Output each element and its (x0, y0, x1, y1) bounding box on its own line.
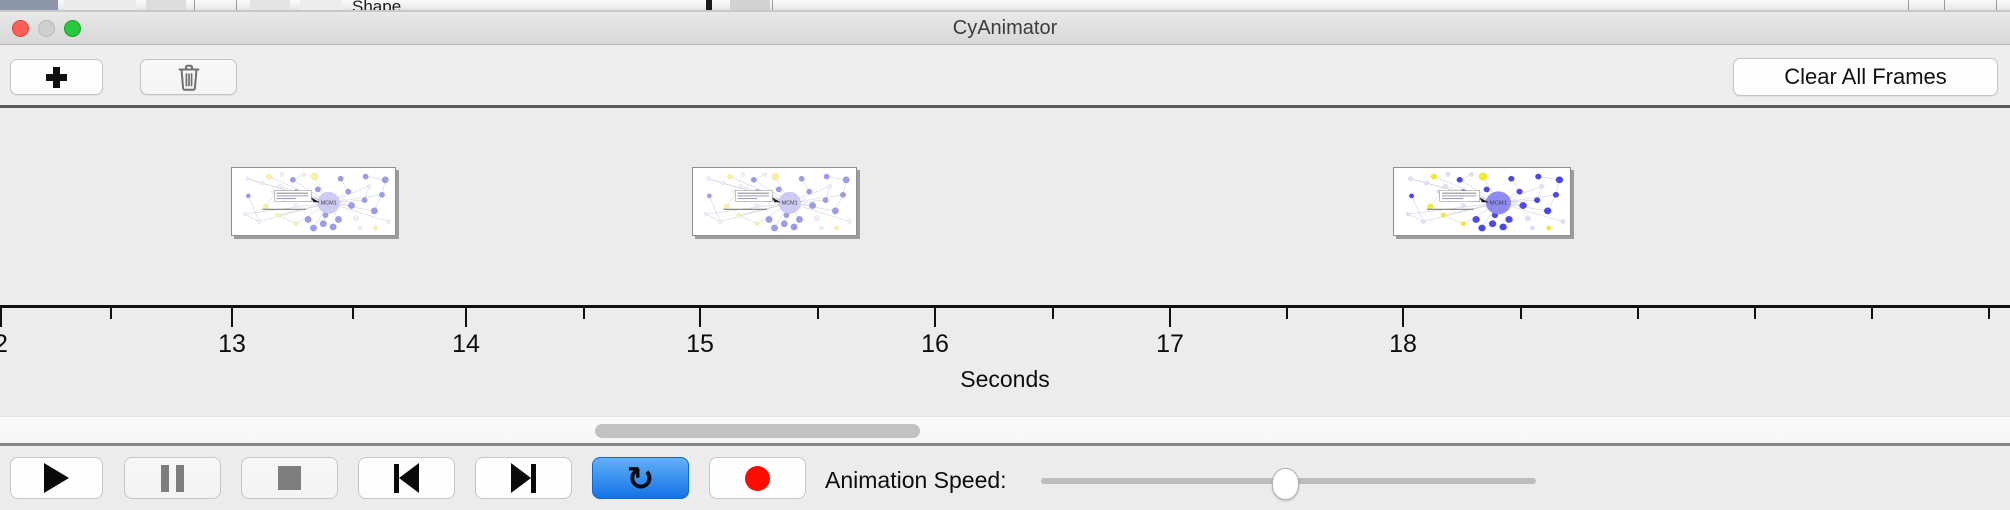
play-button[interactable] (10, 457, 103, 499)
stop-icon (278, 466, 301, 490)
axis-tick (934, 308, 936, 327)
toolbar: Clear All Frames (0, 45, 2010, 108)
play-icon (44, 463, 69, 493)
clear-all-frames-label: Clear All Frames (1784, 64, 1947, 89)
axis-tick-label: 14 (452, 330, 480, 358)
axis-tick (1286, 308, 1288, 319)
frame-thumbnail-1[interactable]: MCM1 (231, 167, 396, 236)
bg-shadow (0, 10, 2010, 12)
axis-tick (1637, 308, 1639, 319)
axis-tick (231, 308, 233, 327)
playback-bar: ↻ Animation Speed: (0, 449, 2010, 510)
frame-thumbnail-2[interactable]: MCM1 (692, 167, 857, 236)
bg-chip (146, 0, 186, 12)
toolbar-separator (0, 105, 2010, 108)
axis-tick (352, 308, 354, 319)
axis-tick (1754, 308, 1756, 319)
clear-all-frames-button[interactable]: Clear All Frames (1733, 58, 1998, 96)
trash-icon (178, 64, 199, 91)
minimize-button[interactable] (38, 20, 55, 37)
thumbnail-image: MCM1 (693, 168, 856, 235)
record-icon (745, 465, 770, 491)
axis-tick (1052, 308, 1054, 319)
background-window-label: Shape (352, 0, 402, 12)
window-controls (12, 20, 81, 37)
timeline-scrollbar[interactable] (0, 416, 2010, 446)
axis-tick-label: 13 (218, 330, 246, 358)
axis-tick-label: 17 (1156, 330, 1184, 358)
window-title: CyAnimator (952, 17, 1058, 39)
axis-tick-label: 2 (0, 330, 8, 358)
add-frame-button[interactable] (10, 59, 103, 95)
bg-tick (1944, 0, 1945, 12)
plus-icon (46, 66, 67, 88)
thumbnail-image: MCM1 (1394, 168, 1570, 235)
svg-text:MCM1: MCM1 (782, 201, 798, 207)
axis-tick (1402, 308, 1404, 327)
skip-back-icon (394, 463, 419, 493)
axis-tick (1871, 308, 1873, 319)
timeline-panel[interactable]: MCM1 MCM1 MCM1 2 13 14 15 16 17 18 Seconds (0, 108, 2010, 416)
axis-tick-label: 18 (1389, 330, 1417, 358)
network-graph-thumbnail: MCM1 (693, 168, 856, 235)
axis-tick-label: 16 (921, 330, 949, 358)
svg-text:MCM1: MCM1 (1490, 201, 1507, 207)
pause-icon (161, 464, 184, 492)
axis-tick (1988, 308, 1990, 319)
axis-tick (699, 308, 701, 327)
axis-tick (1169, 308, 1171, 327)
loop-icon: ↻ (626, 458, 655, 498)
bg-tick (1908, 0, 1909, 12)
animation-speed-slider-thumb[interactable] (1272, 468, 1299, 500)
bg-tick (772, 0, 773, 12)
skip-to-end-button[interactable] (475, 457, 572, 499)
axis-title: Seconds (960, 366, 1050, 392)
skip-forward-icon (511, 463, 536, 493)
bg-chip (706, 0, 712, 12)
bg-chip (300, 0, 342, 12)
bg-chip (0, 0, 58, 12)
background-window-strip: Shape (0, 0, 2010, 12)
scrollbar-separator (0, 443, 2010, 446)
axis-tick (817, 308, 819, 319)
bg-tick (194, 0, 195, 12)
axis-tick (1520, 308, 1522, 319)
axis-tick (110, 308, 112, 319)
delete-frame-button[interactable] (140, 59, 237, 95)
network-graph-thumbnail: MCM1 (1394, 168, 1570, 235)
axis-tick (0, 308, 2, 327)
stop-button[interactable] (241, 457, 338, 499)
timeline-axis-line (0, 305, 2010, 308)
close-button[interactable] (12, 20, 29, 37)
pause-button[interactable] (124, 457, 221, 499)
maximize-button[interactable] (64, 20, 81, 37)
bg-tick (236, 0, 237, 12)
skip-to-start-button[interactable] (358, 457, 455, 499)
svg-text:MCM1: MCM1 (321, 201, 337, 207)
bg-chip (250, 0, 290, 12)
scrollbar-thumb[interactable] (595, 424, 920, 438)
record-button[interactable] (709, 457, 806, 499)
animation-speed-label: Animation Speed: (825, 467, 1007, 493)
thumbnail-image: MCM1 (232, 168, 395, 235)
title-bar: CyAnimator (0, 12, 2010, 45)
axis-tick (465, 308, 467, 327)
bg-tick (1996, 0, 1997, 12)
frame-thumbnail-3[interactable]: MCM1 (1393, 167, 1571, 236)
bg-chip (64, 0, 136, 12)
network-graph-thumbnail: MCM1 (232, 168, 395, 235)
loop-button[interactable]: ↻ (592, 457, 689, 499)
bg-chip (730, 0, 770, 12)
axis-tick-label: 15 (686, 330, 714, 358)
axis-tick (583, 308, 585, 319)
